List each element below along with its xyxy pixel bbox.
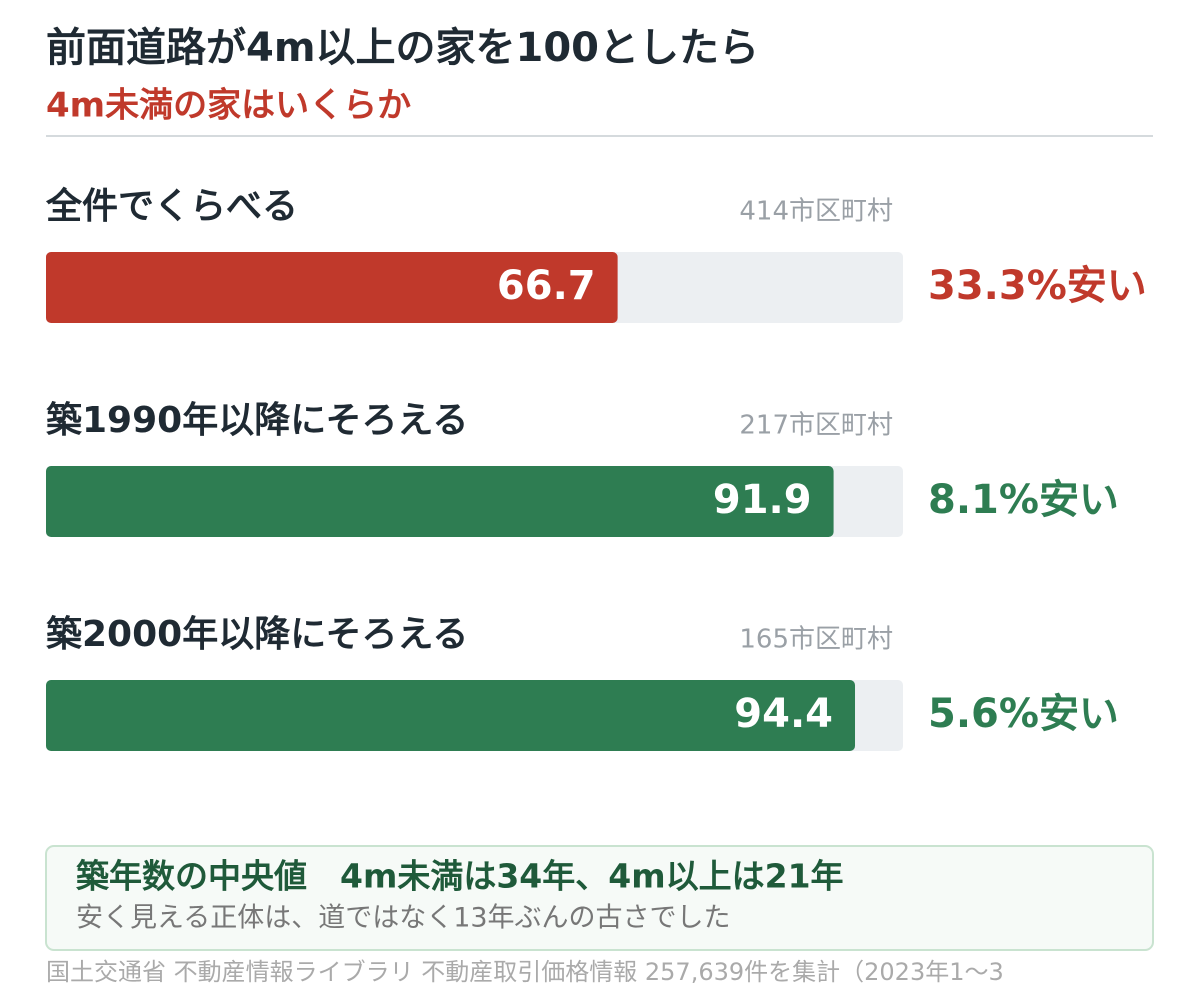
summary-heading: 築年数の中央値 4m未満は34年、4m以上は21年 — [76, 857, 844, 896]
summary-box — [45, 845, 1154, 951]
value-label: 94.4 — [734, 691, 833, 737]
discount-label: 5.6%安い — [928, 691, 1119, 737]
category-label: 築1990年以降にそろえる — [46, 400, 468, 441]
chart-subtitle: 4m未満の家はいくらか — [46, 86, 411, 126]
summary-text: 安く見える正体は、道ではなく13年ぶんの古さでした — [76, 903, 731, 934]
count-label: 414市区町村 — [739, 197, 893, 227]
bar — [46, 252, 618, 323]
chart-title: 前面道路が4m以上の家を100としたら — [46, 25, 759, 71]
bar — [46, 680, 856, 751]
category-label: 全件でくらべる — [45, 185, 298, 227]
category-label: 築2000年以降にそろえる — [46, 614, 468, 655]
value-label: 91.9 — [713, 477, 812, 523]
count-label: 217市区町村 — [739, 411, 893, 441]
value-label: 66.7 — [497, 263, 596, 309]
count-label: 165市区町村 — [739, 625, 893, 655]
discount-label: 8.1%安い — [928, 477, 1119, 523]
source: 国土交通省 不動産情報ライブラリ 不動産取引価格情報 257,639件を集計（2… — [46, 958, 1004, 986]
bar — [46, 466, 834, 537]
discount-label: 33.3%安い — [928, 263, 1147, 309]
